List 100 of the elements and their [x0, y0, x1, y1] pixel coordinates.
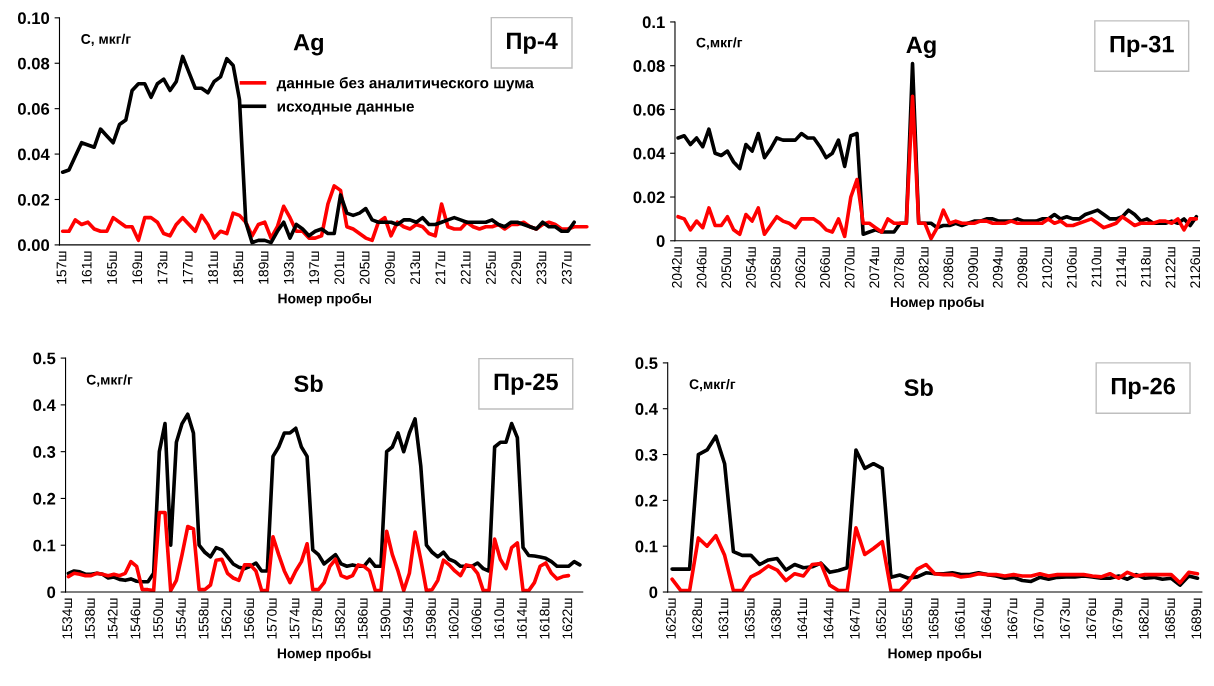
y-tick-label: 0.3: [635, 448, 658, 461]
x-tick-label: 169ш: [132, 251, 143, 284]
annotation: Пр-4: [507, 32, 558, 54]
x-tick-label: 225ш: [486, 251, 496, 285]
y-tick-label: 0.4: [635, 403, 658, 415]
x-tick-label: 1644ш: [823, 598, 834, 639]
x-tick-label: 1542ш: [107, 598, 118, 639]
text: Sb: [904, 378, 933, 397]
x-tick-label: 1538ш: [85, 598, 95, 639]
x-tick-label: 193ш: [283, 251, 294, 284]
x-tick-label: 1689ш: [1191, 598, 1202, 639]
x-tick-label: 2118ш: [1140, 247, 1151, 287]
y-tick-label: 0.5: [635, 357, 658, 370]
y-tick-label: 0.02: [17, 193, 50, 206]
x-tick-label: 2054ш: [746, 247, 756, 288]
y-tick-label: 0: [656, 235, 665, 247]
x-tick-label: 2094ш: [992, 247, 1003, 288]
y-tick-label: 0.1: [33, 539, 56, 552]
x-tick-label: 1534ш: [62, 598, 73, 639]
x-tick-label: 2066ш: [820, 247, 830, 288]
x-tick-label: 1667ш: [1007, 598, 1018, 639]
x-tick-label: 1610ш: [494, 598, 505, 639]
x-tick-label: 177ш: [182, 251, 193, 284]
x-tick-label: 221ш: [460, 251, 471, 285]
x-tick-label: 1554ш: [176, 598, 186, 639]
x-tick-label: 181ш: [208, 251, 218, 284]
x-tick-label: 1635ш: [744, 598, 755, 639]
y-axis-title: С, мкг/г: [81, 33, 131, 46]
x-tick-label: 189ш: [258, 251, 269, 284]
y-tick-label: 0.08: [17, 57, 50, 70]
text: Sb: [294, 374, 323, 393]
x-tick-label: 2106ш: [1066, 247, 1077, 288]
y-tick-label: 0.1: [642, 16, 665, 29]
x-tick-label: 1590ш: [380, 598, 391, 639]
x-tick-label: 1664ш: [981, 598, 992, 639]
x-tick-label: 217ш: [435, 251, 446, 285]
x-tick-label: 1655ш: [902, 598, 913, 639]
y-tick-label: 0.04: [633, 147, 666, 160]
y-axis-title: С,мкг/г: [689, 378, 736, 392]
x-tick-label: 2046ш: [696, 247, 707, 288]
x-tick-label: 2062ш: [795, 247, 806, 288]
y-tick-label: 0.00: [17, 239, 50, 252]
y-tick-label: 0.4: [33, 399, 56, 412]
legend-label: данные без аналитического шума: [276, 77, 534, 92]
x-tick-label: 1638ш: [771, 598, 781, 639]
y-tick-label: 0.08: [633, 60, 665, 72]
x-tick-label: 1670ш: [1033, 598, 1044, 639]
y-tick-label: 0.1: [635, 540, 658, 553]
y-tick-label: 0.04: [17, 148, 50, 161]
x-tick-label: 1598ш: [426, 598, 436, 639]
x-tick-label: 1614ш: [516, 598, 527, 639]
x-tick-label: 237ш: [561, 251, 572, 285]
x-tick-label: 1566ш: [244, 598, 254, 639]
x-tick-label: 209ш: [384, 251, 395, 285]
x-tick-label: 1586ш: [357, 598, 368, 639]
y-tick-label: 0.10: [17, 12, 50, 25]
x-tick-label: 1652ш: [876, 598, 886, 639]
x-tick-label: 1679ш: [1112, 598, 1123, 639]
x-tick-label: 165ш: [107, 251, 117, 284]
annotation: Пр-25: [494, 373, 558, 395]
x-tick-label: 2114ш: [1116, 247, 1126, 287]
x-tick-label: 1582ш: [335, 598, 345, 639]
x-tick-label: 1682ш: [1138, 598, 1149, 639]
x-tick-label: 1661ш: [954, 598, 965, 639]
x-tick-label: 1625ш: [665, 598, 676, 639]
x-tick-label: 2082ш: [918, 247, 929, 288]
x-tick-label: 2122ш: [1165, 247, 1176, 288]
text: Ag: [906, 36, 936, 59]
x-tick-label: 1594ш: [403, 598, 414, 639]
x-tick-label: 2070ш: [844, 247, 855, 288]
y-tick-label: 0.2: [635, 494, 658, 507]
x-tick-label: 2058ш: [770, 247, 781, 288]
x-tick-label: 2110ш: [1091, 247, 1102, 287]
x-tick-label: 157ш: [56, 251, 67, 284]
x-tick-label: 1658ш: [928, 598, 939, 639]
text: Ag: [293, 34, 323, 56]
x-tick-label: 1574ш: [289, 598, 300, 639]
y-tick-label: 0.02: [633, 191, 665, 204]
x-tick-label: 1550ш: [153, 598, 164, 639]
y-axis-title: С,мкг/г: [696, 37, 743, 50]
x-tick-label: 1606ш: [471, 598, 482, 639]
x-axis-title: Номер пробы: [277, 647, 371, 662]
x-tick-label: 2074ш: [869, 247, 880, 288]
x-tick-label: 2098ш: [1017, 247, 1028, 288]
annotation: Пр-31: [1110, 35, 1174, 58]
x-axis-title: Номер пробы: [888, 647, 982, 662]
x-tick-label: 2086ш: [943, 247, 954, 288]
x-axis-title: Номер пробы: [890, 296, 984, 310]
x-tick-label: 1558ш: [198, 598, 209, 639]
x-tick-label: 229ш: [511, 251, 522, 285]
x-tick-label: 2126ш: [1190, 247, 1201, 288]
x-axis-title: Номер пробы: [278, 293, 372, 307]
x-tick-label: 1676ш: [1086, 598, 1097, 639]
x-tick-label: 213ш: [410, 251, 421, 285]
y-tick-label: 0: [47, 586, 56, 599]
annotation: Пр-26: [1111, 377, 1176, 400]
x-tick-label: 161ш: [81, 251, 92, 284]
x-tick-label: 1546ш: [130, 598, 141, 639]
x-tick-label: 1685ш: [1165, 598, 1175, 639]
x-tick-label: 1628ш: [692, 598, 703, 639]
